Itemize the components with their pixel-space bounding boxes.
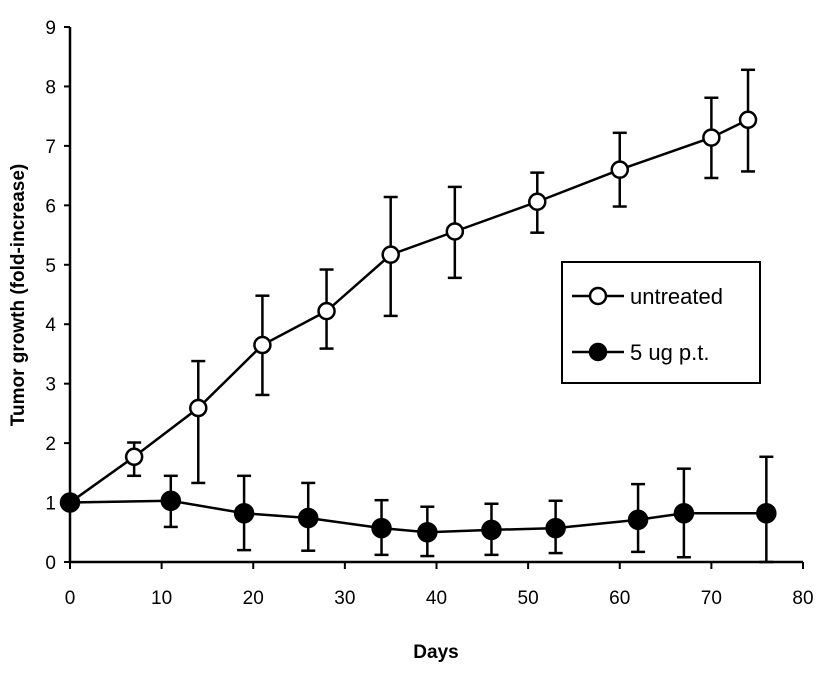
x-tick-label: 50	[518, 588, 539, 609]
y-tick-label: 5	[45, 256, 56, 277]
legend-label: 5 ug p.t.	[630, 340, 710, 365]
x-tick-label: 80	[792, 588, 813, 609]
data-point	[297, 507, 319, 529]
y-tick-label: 1	[45, 494, 56, 515]
data-point	[738, 110, 758, 129]
legend-box	[561, 261, 761, 384]
data-point	[233, 503, 255, 524]
x-tick-label: 10	[151, 588, 172, 609]
series-layer	[59, 68, 777, 564]
x-tick-label: 60	[609, 588, 630, 609]
y-axis-title: Tumor growth (fold-increase)	[8, 164, 29, 426]
legend-marker	[588, 286, 608, 306]
series-treated	[59, 455, 777, 564]
data-point	[545, 517, 566, 539]
x-tick-label: 0	[65, 588, 76, 609]
axes: 0 10 20 30 40 50 60 70 80 0 1 2 3 4 5 6 7 8 9	[45, 18, 813, 609]
data-point	[160, 490, 182, 512]
legend-marker	[588, 342, 608, 362]
data-point	[59, 492, 81, 513]
data-point	[317, 301, 336, 321]
data-point	[381, 245, 400, 264]
data-point	[702, 128, 721, 147]
data-point	[627, 509, 649, 531]
data-point	[253, 335, 272, 355]
data-point	[417, 522, 438, 543]
data-point	[481, 519, 502, 541]
x-tick-label: 30	[334, 588, 355, 609]
x-tick-label: 40	[426, 588, 447, 609]
x-axis-title: Days	[413, 642, 458, 663]
y-tick-label: 0	[45, 553, 56, 574]
data-point	[124, 447, 144, 467]
data-point	[673, 503, 695, 524]
data-point	[756, 503, 777, 524]
data-point	[445, 222, 465, 241]
y-tick-label: 6	[45, 196, 56, 217]
data-point	[189, 398, 208, 418]
y-tick-label: 4	[45, 315, 56, 336]
y-tick-label: 8	[45, 77, 56, 98]
y-tick-label: 9	[45, 18, 56, 39]
x-tick-label: 20	[243, 588, 264, 609]
data-point	[610, 160, 629, 179]
y-tick-label: 7	[45, 137, 56, 158]
data-point	[371, 517, 392, 539]
y-tick-label: 2	[45, 434, 56, 455]
legend: untreated 5 ug p.t.	[561, 261, 761, 384]
x-tick-label: 70	[701, 588, 722, 609]
data-point	[528, 192, 547, 212]
legend-label: untreated	[630, 284, 723, 309]
y-tick-label: 3	[45, 375, 56, 396]
